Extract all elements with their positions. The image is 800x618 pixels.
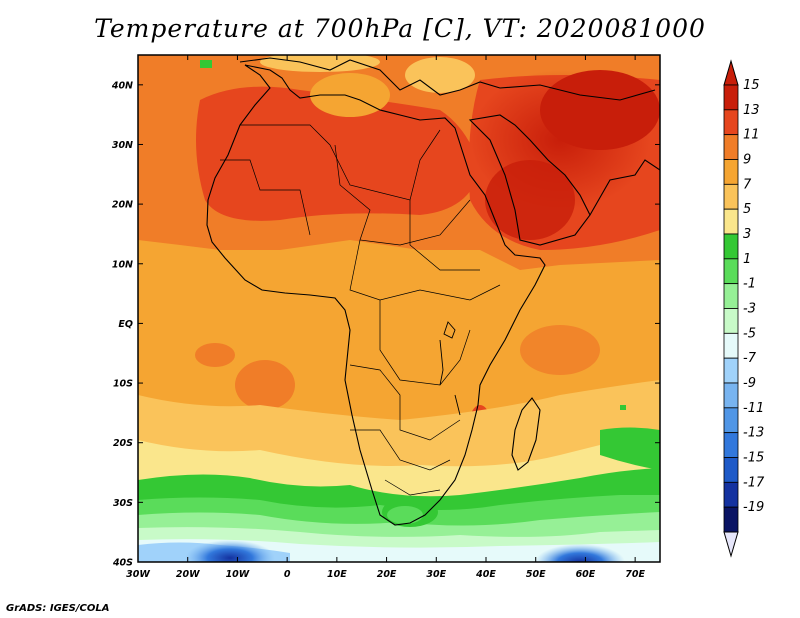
lat-tick-label: 10S (113, 379, 133, 390)
colorbar-label: -1 (743, 277, 756, 292)
colorbar-label: 13 (743, 103, 760, 118)
colorbar-label: 3 (743, 227, 751, 242)
colorbar-label: -11 (743, 401, 764, 416)
colorbar-swatch (723, 457, 739, 483)
longitude-labels: 30W 20W 10W 0 10E 20E 30E 40E 50E 60E 70E (126, 569, 645, 580)
colorbar-swatch (723, 308, 739, 334)
colorbar-swatch (723, 233, 739, 260)
lon-tick-label: 30E (426, 569, 446, 580)
colorbar-label: -17 (743, 475, 765, 490)
colorbar-swatch (723, 258, 739, 285)
lat-tick-label: 40S (112, 558, 133, 569)
axis-ticks (137, 55, 660, 563)
temperature-field (138, 55, 660, 562)
colorbar-label: 7 (743, 177, 752, 192)
colorbar: 15 13 11 9 7 5 3 1 -1 -3 -5 -7 -9 -11 -13 -15 -17 -19 (723, 59, 765, 558)
lon-tick-label: 70E (625, 569, 645, 580)
colorbar-label: 15 (743, 78, 760, 93)
lon-tick-label: 60E (576, 569, 596, 580)
map-title: Temperature at 700hPa [C], VT: 202008100… (94, 14, 706, 43)
colorbar-swatch (723, 407, 739, 434)
lon-tick-label: 20W (176, 569, 200, 580)
colorbar-label: -7 (743, 351, 757, 366)
lon-tick-label: 0 (284, 569, 291, 580)
colorbar-label: -9 (743, 376, 756, 391)
colorbar-swatch (723, 332, 739, 359)
colorbar-swatch (723, 109, 739, 136)
colorbar-swatch (723, 283, 739, 309)
lat-tick-label: 20N (112, 200, 133, 211)
colorbar-label: -13 (743, 426, 764, 441)
lon-tick-label: 40E (475, 569, 496, 580)
colorbar-swatch (723, 208, 739, 235)
colorbar-swatch (723, 432, 739, 458)
lat-tick-label: EQ (118, 319, 133, 330)
colorbar-label: 11 (743, 128, 760, 143)
colorbar-label: 1 (743, 252, 751, 267)
lon-tick-label: 10W (226, 569, 250, 580)
lat-tick-label: 30N (112, 140, 133, 151)
colorbar-label: -19 (743, 500, 764, 515)
lat-tick-label: 40N (111, 80, 133, 91)
colorbar-label: -15 (743, 451, 764, 466)
colorbar-swatch (723, 481, 739, 508)
colorbar-label: -3 (743, 302, 756, 317)
lon-tick-label: 10E (327, 569, 347, 580)
lon-tick-label: 20E (377, 569, 397, 580)
colorbar-label: 9 (743, 153, 751, 168)
lon-tick-label: 30W (126, 569, 150, 580)
lat-tick-label: 30S (113, 498, 133, 509)
colorbar-swatch (723, 84, 739, 111)
latitude-labels: 40N 30N 20N 10N EQ 10S 20S 30S 40S (111, 80, 133, 568)
colorbar-swatch (723, 357, 739, 384)
colorbar-label: 5 (743, 202, 751, 217)
colorbar-swatch (723, 134, 739, 160)
lat-tick-label: 10N (112, 259, 133, 270)
colorbar-bottom-arrow (723, 531, 739, 558)
colorbar-swatch (723, 183, 739, 210)
lon-tick-label: 50E (526, 569, 546, 580)
colorbar-swatch (723, 159, 739, 185)
colorbar-label: -5 (743, 326, 756, 341)
colorbar-top-arrow (723, 59, 739, 86)
lat-tick-label: 20S (113, 438, 133, 449)
plot-frame (137, 54, 661, 563)
colorbar-swatch (723, 506, 739, 533)
colorbar-swatch (723, 382, 739, 409)
coastlines (206, 57, 660, 526)
credit-text: GrADS: IGES/COLA (6, 603, 110, 614)
